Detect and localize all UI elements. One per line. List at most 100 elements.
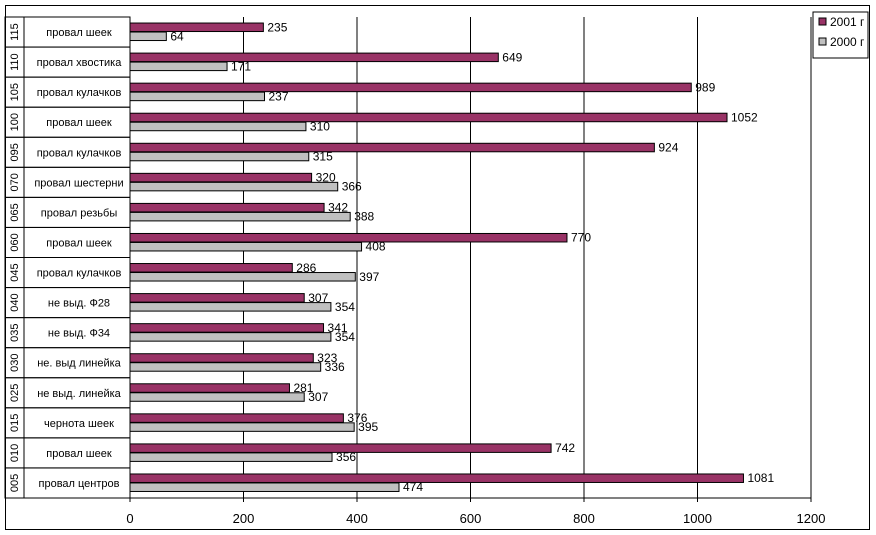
bar-2001 xyxy=(129,172,313,183)
x-tick-label: 400 xyxy=(346,511,368,526)
bar-2000 xyxy=(129,332,332,342)
data-label-2001: 342 xyxy=(328,201,348,215)
legend-swatch xyxy=(818,37,827,46)
x-tick-label: 200 xyxy=(233,511,255,526)
data-label-2001: 286 xyxy=(296,261,316,275)
bar-2000 xyxy=(129,91,265,102)
bar-2000 xyxy=(129,482,400,492)
category-label: провал центров xyxy=(39,478,120,490)
legend-label: 2000 г xyxy=(830,35,865,49)
bar-2000 xyxy=(129,31,167,42)
data-label-2000: 237 xyxy=(268,89,288,103)
bar-2000 xyxy=(129,272,356,282)
category-code: 105 xyxy=(9,83,21,101)
category-code: 100 xyxy=(9,113,21,131)
x-tick-label: 600 xyxy=(460,511,482,526)
bar-2001 xyxy=(129,413,344,423)
category-label: провал шеек xyxy=(46,117,112,129)
category-label: не выд. линейка xyxy=(37,388,121,400)
category-label: провал кулачков xyxy=(37,87,122,99)
bar-2001 xyxy=(129,473,744,483)
data-label-2000: 366 xyxy=(342,180,362,194)
category-code: 025 xyxy=(9,384,21,402)
data-label-2000: 474 xyxy=(403,480,423,494)
data-label-2001: 323 xyxy=(317,351,337,365)
category-code: 060 xyxy=(9,233,21,251)
bar-2001 xyxy=(129,293,305,303)
category-label: не. выд линейка xyxy=(37,358,121,370)
data-label-2001: 924 xyxy=(658,141,678,155)
data-label-2000: 356 xyxy=(336,450,356,464)
data-label-2001: 989 xyxy=(695,80,715,94)
category-code: 035 xyxy=(9,323,21,341)
bar-2001 xyxy=(129,22,264,33)
data-label-2000: 64 xyxy=(170,29,184,43)
data-label-2001: 770 xyxy=(571,231,591,245)
category-label: чернота шеек xyxy=(44,418,114,430)
category-label: провал резьбы xyxy=(41,207,118,219)
bar-2000 xyxy=(129,151,310,162)
category-code: 095 xyxy=(9,143,21,161)
data-label-2000: 354 xyxy=(335,300,355,314)
data-label-2001: 235 xyxy=(267,20,287,34)
data-label-2000: 395 xyxy=(358,420,378,434)
data-label-2000: 354 xyxy=(335,330,355,344)
bar-2001 xyxy=(129,202,325,213)
category-code: 005 xyxy=(9,474,21,492)
category-code: 110 xyxy=(9,53,21,71)
legend-swatch xyxy=(818,17,827,26)
category-code: 030 xyxy=(9,354,21,372)
data-label-2000: 388 xyxy=(354,210,374,224)
bar-2001 xyxy=(129,443,552,453)
data-label-2001: 281 xyxy=(293,381,313,395)
bar-2001 xyxy=(129,263,293,273)
data-label-2001: 742 xyxy=(555,441,575,455)
x-tick-label: 1200 xyxy=(797,511,826,526)
data-label-2001: 376 xyxy=(347,411,367,425)
category-label: не выд. Ф28 xyxy=(48,298,110,310)
category-label: провал шеек xyxy=(46,27,112,39)
bar-2000 xyxy=(129,422,355,432)
bar-2001 xyxy=(129,232,568,243)
data-label-2000: 315 xyxy=(313,150,333,164)
category-label: провал шестерни xyxy=(34,177,123,189)
bar-2000 xyxy=(129,392,305,402)
legend-label: 2001 г xyxy=(830,15,865,29)
bar-2001 xyxy=(129,52,499,63)
category-label: провал шеек xyxy=(46,448,112,460)
bar-2000 xyxy=(129,121,307,132)
data-label-2001: 1081 xyxy=(747,471,774,485)
category-label: провал кулачков xyxy=(37,147,122,159)
bar-2000 xyxy=(129,452,333,462)
data-label-2001: 649 xyxy=(502,50,522,64)
category-label: провал кулачков xyxy=(37,268,122,280)
data-label-2001: 1052 xyxy=(731,110,758,124)
x-tick-label: 1000 xyxy=(683,511,712,526)
bar-2000 xyxy=(129,181,339,192)
x-tick-label: 0 xyxy=(126,511,133,526)
category-label: провал хвостика xyxy=(37,57,123,69)
data-label-2000: 307 xyxy=(308,390,328,404)
bar-2001 xyxy=(129,383,290,393)
category-code: 015 xyxy=(9,414,21,432)
data-label-2001: 341 xyxy=(328,321,348,335)
category-code: 045 xyxy=(9,263,21,281)
category-code: 010 xyxy=(9,444,21,462)
data-label-2000: 171 xyxy=(231,59,251,73)
category-code: 070 xyxy=(9,173,21,191)
category-label: не выд. Ф34 xyxy=(48,328,110,340)
category-code: 040 xyxy=(9,293,21,311)
bar-2001 xyxy=(129,112,728,123)
bar-2001 xyxy=(129,82,692,93)
x-tick-label: 800 xyxy=(573,511,595,526)
bar-2000 xyxy=(129,211,351,222)
data-label-2000: 408 xyxy=(366,240,386,254)
bar-2000 xyxy=(129,362,322,372)
data-label-2000: 397 xyxy=(359,270,379,284)
bar-2001 xyxy=(129,323,325,333)
bar-2000 xyxy=(129,241,363,252)
data-label-2000: 336 xyxy=(325,360,345,374)
category-label: провал шеек xyxy=(46,237,112,249)
bar-2000 xyxy=(129,302,332,312)
